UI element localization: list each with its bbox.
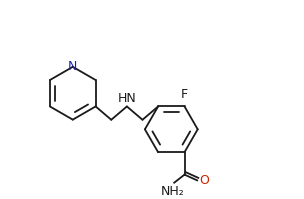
Text: F: F [181, 88, 188, 101]
Text: HN: HN [118, 92, 136, 105]
Text: O: O [199, 174, 209, 187]
Text: NH₂: NH₂ [161, 184, 185, 198]
Text: N: N [68, 60, 78, 73]
